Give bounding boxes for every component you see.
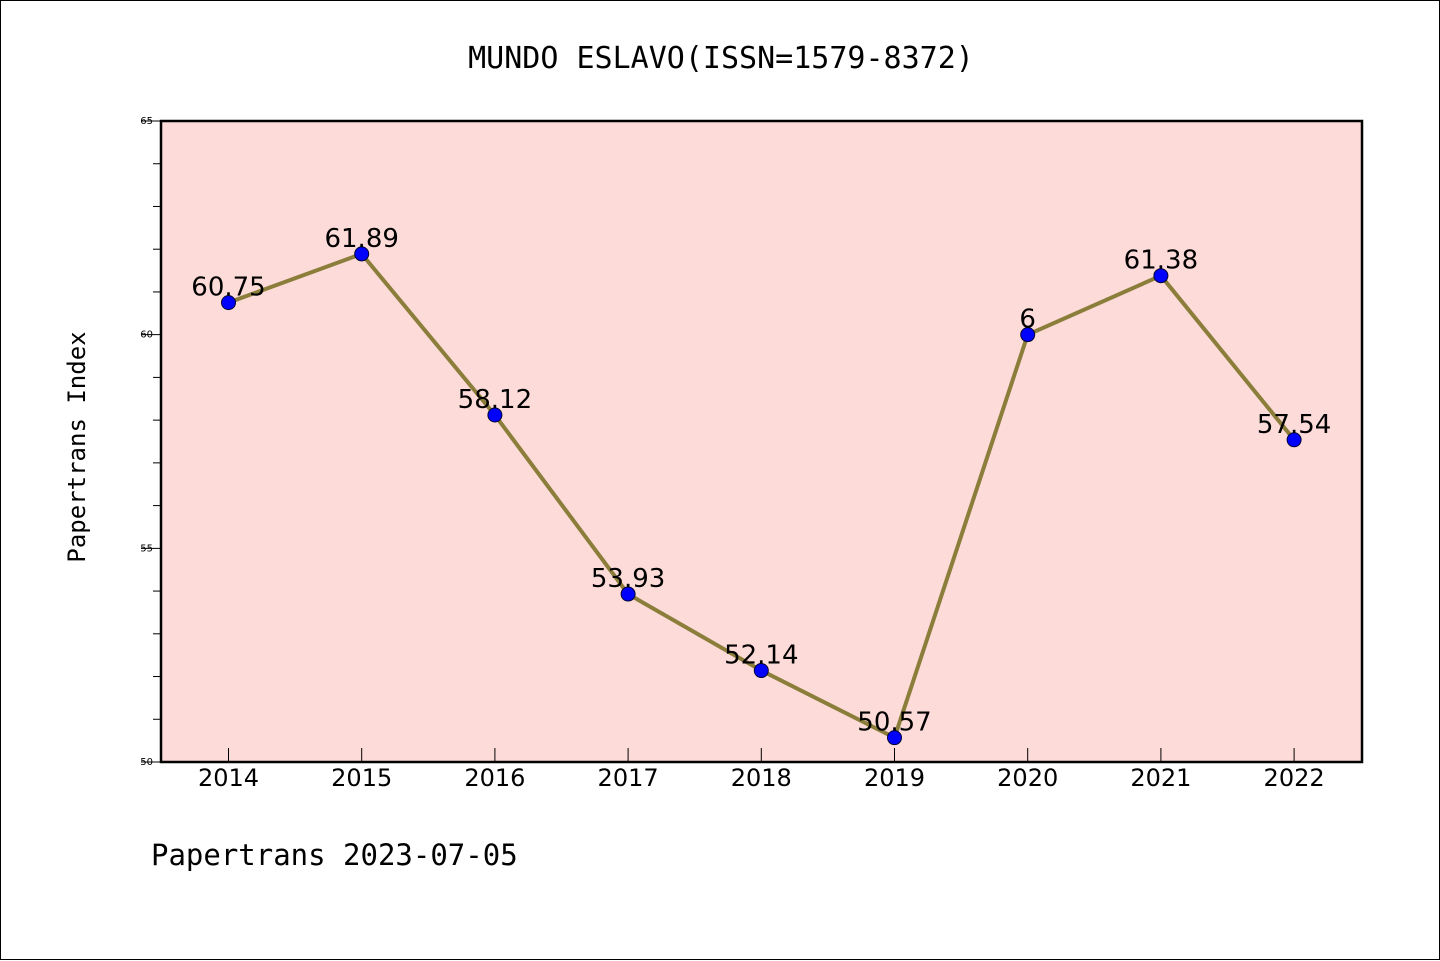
data-label-2022: 57.54 — [1257, 410, 1331, 440]
data-label-2015: 61.89 — [324, 224, 398, 254]
x-tick-label: 2015 — [331, 764, 392, 792]
x-tick-label: 2017 — [598, 764, 659, 792]
y-axis-title: Papertrans Index — [63, 331, 91, 562]
data-label-layer: 60.75 61.89 58.12 53.93 52.14 50.57 6 61.38 57.5… — [191, 224, 1331, 738]
data-point-2016 — [487, 407, 503, 423]
plot-border — [159, 119, 1364, 764]
series-layer — [221, 246, 1302, 746]
data-point-2014 — [221, 295, 236, 311]
plot-area — [161, 121, 1362, 762]
data-point-2022 — [1286, 432, 1302, 448]
footer-date: Papertrans 2023-07-05 — [151, 838, 518, 872]
data-label-2014: 60.75 — [191, 273, 265, 303]
y-tick-label: 55 — [140, 543, 153, 554]
x-tick-label: 2016 — [464, 764, 525, 792]
y-tick-label: 60 — [140, 330, 153, 341]
x-tick-label: 2022 — [1264, 764, 1325, 792]
y-tick-label: 65 — [140, 116, 153, 127]
x-tick-label: 2019 — [864, 764, 925, 792]
x-tick-label: 2021 — [1130, 764, 1191, 792]
chart-title: MUNDO ESLAVO(ISSN=1579-8372) — [468, 41, 974, 76]
x-tick-label: 2014 — [198, 764, 259, 792]
data-label-2019: 50.57 — [857, 708, 931, 738]
data-point-2017 — [620, 586, 636, 602]
data-label-2018: 52.14 — [724, 641, 798, 671]
data-label-2020: 6 — [1019, 305, 1036, 335]
y-axis-ticks: 50 55 60 65 — [140, 116, 161, 768]
data-point-2015 — [354, 246, 370, 262]
data-point-2021 — [1153, 268, 1169, 284]
x-tick-label: 2018 — [731, 764, 792, 792]
x-axis-ticks: 2014 2015 2016 2017 2018 2019 2020 2021 2022 — [198, 748, 1325, 792]
data-label-2016: 58.12 — [458, 385, 532, 415]
data-point-2020 — [1020, 327, 1036, 343]
y-tick-label: 50 — [140, 757, 153, 768]
data-label-2021: 61.38 — [1124, 246, 1198, 276]
x-tick-label: 2020 — [997, 764, 1058, 792]
data-label-2017: 53.93 — [591, 564, 665, 594]
data-point-2019 — [887, 730, 902, 746]
data-point-2018 — [753, 663, 769, 679]
